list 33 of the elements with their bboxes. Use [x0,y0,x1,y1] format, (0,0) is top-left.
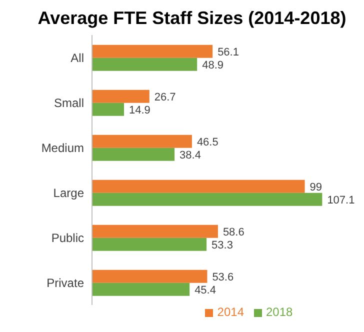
chart-title: Average FTE Staff Sizes (2014-2018) [36,8,348,29]
bar [92,180,305,193]
y-tick-label: All [70,50,84,65]
y-tick-label: Large [53,186,84,200]
data-label: 99 [310,181,322,194]
y-tick-label: Private [46,276,84,290]
data-label: 46.5 [196,136,218,148]
legend-label: 2014 [217,305,244,319]
y-tick-label: Small [54,96,84,110]
legend-label: 2018 [266,305,293,319]
bar [92,90,150,103]
bar [92,192,322,206]
data-label: 14.9 [129,104,150,116]
data-label: 38.4 [180,149,201,162]
bar [92,134,192,148]
data-label: 48.9 [202,59,224,72]
data-label: 53.6 [212,271,234,284]
bar [92,102,124,116]
data-label: 26.7 [154,91,176,104]
y-tick-label: Medium [41,140,84,155]
data-label: 45.4 [194,284,216,296]
bar [92,148,175,161]
data-label: 58.6 [222,226,244,238]
data-label: 53.3 [212,239,233,252]
bar [92,238,207,251]
data-label: 107.1 [327,194,355,206]
bar [92,282,190,296]
bar [92,58,198,71]
data-label: 56.1 [218,46,239,58]
bar [92,224,218,238]
bar [92,44,213,58]
bar [92,270,208,283]
y-tick-label: Public [51,230,84,245]
